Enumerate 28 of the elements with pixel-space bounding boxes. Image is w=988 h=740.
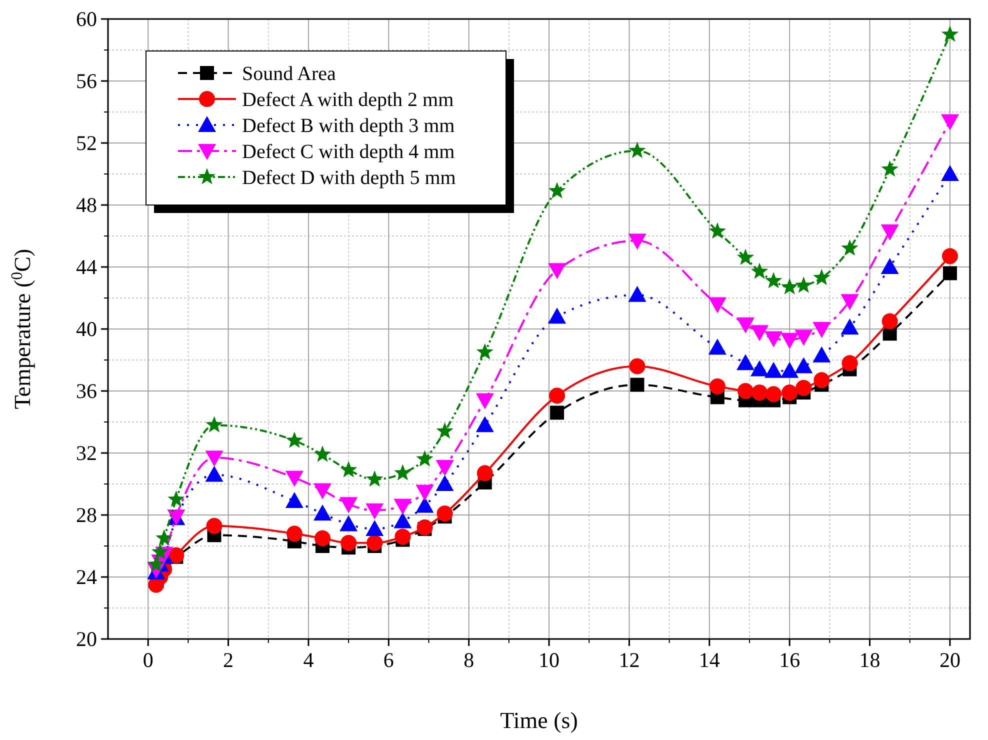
y-tick-label: 48 xyxy=(76,193,97,217)
x-tick-label: 6 xyxy=(383,648,394,672)
y-tick-label: 60 xyxy=(76,7,97,31)
x-tick-label: 14 xyxy=(698,648,720,672)
legend-label: Sound Area xyxy=(242,63,336,85)
y-tick-label: 40 xyxy=(76,317,97,341)
x-axis-title: Time (s) xyxy=(500,708,578,733)
x-tick-label: 20 xyxy=(939,648,960,672)
y-tick-label: 28 xyxy=(76,503,97,527)
x-tick-label: 0 xyxy=(142,648,154,672)
x-tick-label: 2 xyxy=(223,648,234,672)
y-tick-label: 24 xyxy=(76,565,98,589)
y-tick-label: 36 xyxy=(76,379,97,403)
legend-label: Defect B with depth 3 mm xyxy=(242,115,456,137)
y-tick-label: 20 xyxy=(76,627,97,651)
x-tick-label: 18 xyxy=(859,648,880,672)
legend-label: Defect A with depth 2 mm xyxy=(242,89,454,111)
x-tick-label: 4 xyxy=(303,648,314,672)
y-tick-label: 52 xyxy=(76,131,97,155)
x-tick-label: 8 xyxy=(464,648,474,672)
legend-label: Defect D with depth 5 mm xyxy=(242,167,456,189)
x-tick-label: 16 xyxy=(779,648,800,672)
legend-label: Defect C with depth 4 mm xyxy=(242,141,456,163)
y-tick-label: 56 xyxy=(76,69,97,93)
x-tick-label: 10 xyxy=(538,648,560,672)
y-tick-label: 44 xyxy=(76,255,98,279)
y-tick-label: 32 xyxy=(76,441,97,465)
x-tick-label: 12 xyxy=(618,648,640,672)
